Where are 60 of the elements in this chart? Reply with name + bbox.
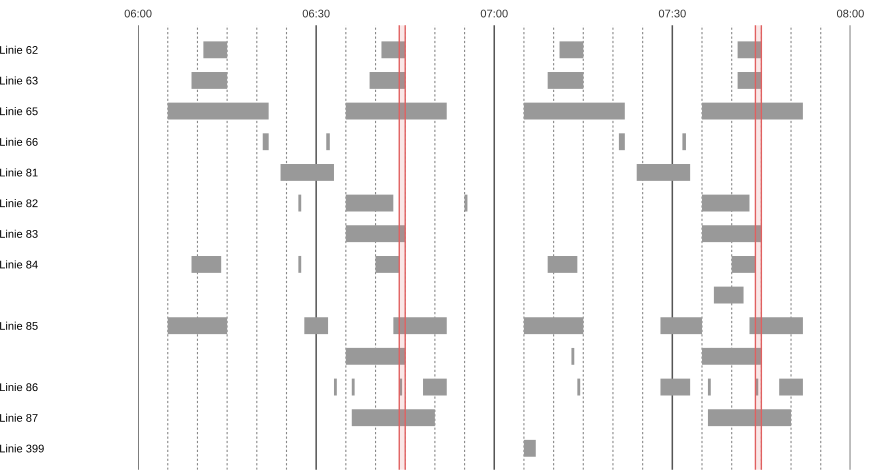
- x-tick-label: 08:00: [836, 10, 864, 18]
- bar: [326, 133, 330, 150]
- x-tick-label: 07:30: [658, 10, 686, 18]
- y-tick-label: Linie 81: [0, 168, 38, 177]
- bar: [636, 164, 690, 181]
- bar: [548, 256, 578, 273]
- bar: [346, 194, 394, 212]
- bar: [376, 256, 400, 273]
- bar: [738, 72, 762, 89]
- bar: [524, 440, 536, 457]
- bar: [618, 133, 625, 150]
- bar: [346, 102, 447, 120]
- bar: [714, 286, 744, 304]
- bar: [352, 409, 435, 426]
- x-tick-label: 07:00: [480, 10, 508, 18]
- bar: [203, 41, 228, 58]
- bar: [732, 256, 756, 273]
- bar: [708, 409, 792, 426]
- bar: [346, 225, 406, 242]
- bar: [393, 317, 447, 334]
- x-tick-label: 06:00: [124, 10, 152, 18]
- bar: [571, 348, 574, 365]
- bar: [192, 72, 228, 89]
- y-tick-label: Linie 65: [0, 107, 38, 116]
- bar: [423, 378, 447, 396]
- y-tick-label: Linie 63: [0, 76, 38, 85]
- bar: [702, 348, 762, 365]
- bar: [168, 317, 228, 334]
- bar: [262, 133, 269, 150]
- bar: [464, 194, 468, 212]
- bar: [524, 102, 625, 120]
- bar: [548, 72, 584, 89]
- bar: [192, 256, 222, 273]
- bar: [750, 317, 803, 334]
- y-tick-label: Linie 85: [0, 322, 38, 330]
- bar: [168, 102, 269, 120]
- bar: [560, 41, 584, 58]
- bar: [779, 378, 803, 396]
- y-tick-label: Linie 83: [0, 230, 38, 238]
- bar: [702, 194, 750, 212]
- bar: [708, 378, 711, 396]
- bar: [370, 72, 406, 89]
- bar: [702, 102, 803, 120]
- bar: [524, 317, 584, 334]
- x-tick-label: 06:30: [302, 10, 330, 18]
- bar: [702, 225, 762, 242]
- y-tick-label: Linie 86: [0, 383, 38, 392]
- bar: [280, 164, 334, 181]
- y-tick-label: Linie 82: [0, 199, 38, 208]
- y-tick-label: Linie 62: [0, 46, 38, 54]
- bar: [660, 317, 702, 334]
- y-tick-label: Linie 87: [0, 414, 38, 422]
- bar: [334, 378, 337, 396]
- y-tick-label: Linie 84: [0, 260, 38, 269]
- bar: [346, 348, 406, 365]
- bar: [304, 317, 328, 334]
- y-tick-label: Linie 66: [0, 138, 38, 146]
- bar: [660, 378, 690, 396]
- y-tick-label: Linie 399: [0, 444, 44, 452]
- bar: [682, 133, 686, 150]
